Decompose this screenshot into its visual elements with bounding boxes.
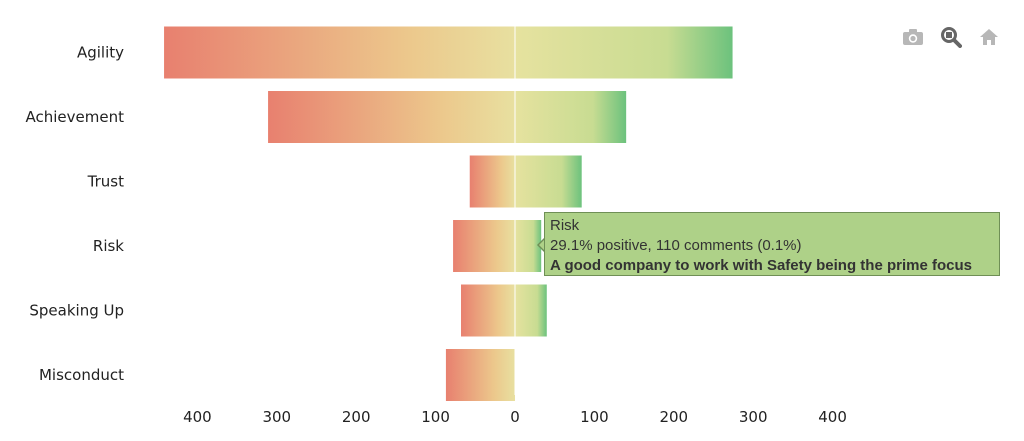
bar-positive-achievement[interactable] [515, 91, 627, 143]
bar-positive-trust[interactable] [515, 155, 582, 208]
bar-negative-risk[interactable] [453, 220, 515, 272]
bar-negative-achievement[interactable] [268, 91, 515, 143]
tooltip-stats: 29.1% positive, 110 comments (0.1%) [550, 237, 802, 254]
tooltip-comment: A good company to work with Safety being… [550, 257, 972, 274]
bar-positive-speaking-up[interactable] [515, 284, 547, 337]
modebar [902, 26, 1000, 48]
category-label: Agility [77, 44, 124, 62]
hover-tooltip: Risk 29.1% positive, 110 comments (0.1%)… [544, 212, 1000, 276]
x-tick-label: 100 [421, 408, 450, 426]
bar-positive-agility[interactable] [515, 26, 733, 79]
x-tick-label: 200 [342, 408, 371, 426]
home-icon[interactable] [978, 26, 1000, 48]
category-label: Risk [93, 237, 124, 255]
camera-icon[interactable] [902, 26, 924, 48]
bar-negative-speaking-up[interactable] [461, 284, 515, 337]
bar-negative-misconduct[interactable] [445, 349, 515, 401]
x-tick-label: 200 [659, 408, 688, 426]
zoom-icon[interactable] [940, 26, 962, 48]
x-tick-label: 300 [739, 408, 768, 426]
x-tick-label: 100 [580, 408, 609, 426]
category-label: Speaking Up [29, 302, 124, 320]
bar-negative-agility[interactable] [164, 26, 515, 79]
category-label: Misconduct [39, 366, 124, 384]
x-tick-label: 400 [818, 408, 847, 426]
category-label: Trust [87, 173, 124, 191]
bar-positive-risk[interactable] [515, 220, 542, 272]
x-tick-label: 400 [183, 408, 212, 426]
category-label: Achievement [26, 108, 125, 126]
tooltip-title: Risk [550, 217, 580, 234]
x-tick-label: 0 [510, 408, 520, 426]
tooltip-pointer-fill [539, 238, 546, 252]
x-tick-label: 300 [262, 408, 291, 426]
bar-negative-trust[interactable] [469, 155, 515, 208]
